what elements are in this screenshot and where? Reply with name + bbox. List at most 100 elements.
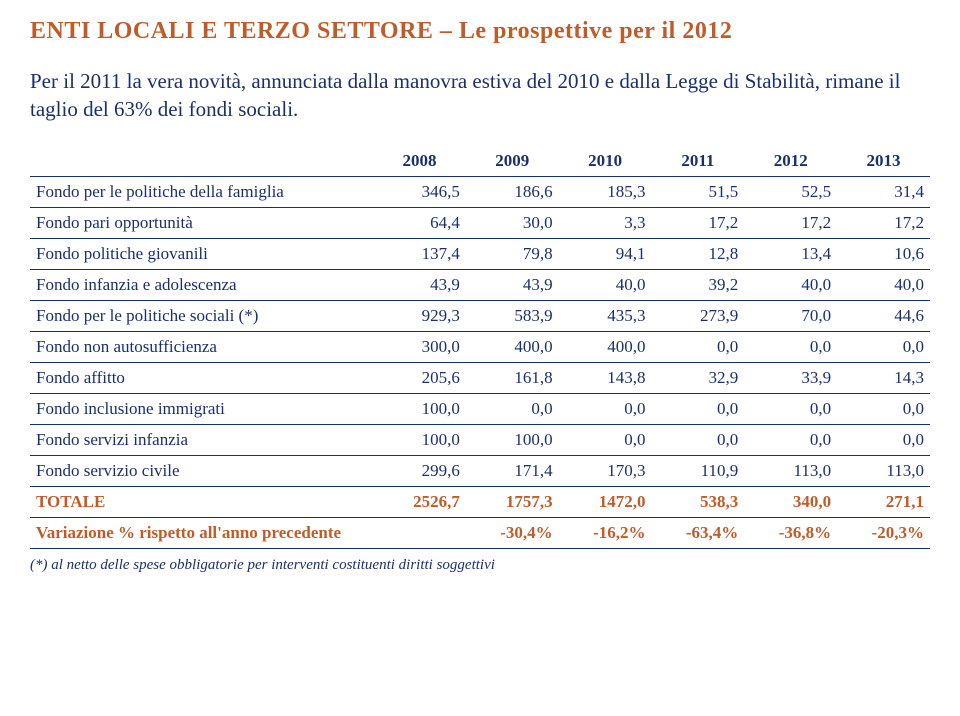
cell: 271,1 — [837, 486, 930, 517]
cell: -16,2% — [559, 517, 652, 548]
cell: 171,4 — [466, 455, 559, 486]
cell: 0,0 — [837, 393, 930, 424]
row-label: Fondo inclusione immigrati — [30, 393, 373, 424]
table-body: Fondo per le politiche della famiglia346… — [30, 176, 930, 548]
cell: 39,2 — [651, 269, 744, 300]
cell: 143,8 — [559, 362, 652, 393]
cell: 300,0 — [373, 331, 466, 362]
row-label: Fondo politiche giovanili — [30, 238, 373, 269]
table-row: Fondo affitto205,6161,8143,832,933,914,3 — [30, 362, 930, 393]
cell: 538,3 — [651, 486, 744, 517]
cell: 52,5 — [744, 176, 837, 207]
cell: 12,8 — [651, 238, 744, 269]
cell: 0,0 — [466, 393, 559, 424]
cell: -30,4% — [466, 517, 559, 548]
table-row: Fondo infanzia e adolescenza43,943,940,0… — [30, 269, 930, 300]
cell: 32,9 — [651, 362, 744, 393]
header-year: 2011 — [651, 146, 744, 177]
table-row: TOTALE2526,71757,31472,0538,3340,0271,1 — [30, 486, 930, 517]
cell: 0,0 — [744, 331, 837, 362]
cell: 0,0 — [837, 424, 930, 455]
cell: 170,3 — [559, 455, 652, 486]
cell: 17,2 — [837, 207, 930, 238]
cell: 299,6 — [373, 455, 466, 486]
cell: 1757,3 — [466, 486, 559, 517]
cell: 100,0 — [373, 393, 466, 424]
header-year: 2008 — [373, 146, 466, 177]
table-row: Variazione % rispetto all'anno precedent… — [30, 517, 930, 548]
cell: 70,0 — [744, 300, 837, 331]
cell: 400,0 — [559, 331, 652, 362]
cell: 0,0 — [559, 424, 652, 455]
cell: 0,0 — [744, 424, 837, 455]
cell: 0,0 — [651, 424, 744, 455]
cell: 186,6 — [466, 176, 559, 207]
intro-paragraph: Per il 2011 la vera novità, annunciata d… — [30, 67, 930, 124]
row-label: Fondo servizio civile — [30, 455, 373, 486]
cell: 340,0 — [744, 486, 837, 517]
cell: 161,8 — [466, 362, 559, 393]
cell: 10,6 — [837, 238, 930, 269]
cell: 2526,7 — [373, 486, 466, 517]
cell: 51,5 — [651, 176, 744, 207]
table-row: Fondo pari opportunità64,430,03,317,217,… — [30, 207, 930, 238]
cell: 137,4 — [373, 238, 466, 269]
table-row: Fondo non autosufficienza300,0400,0400,0… — [30, 331, 930, 362]
funding-table: 2008 2009 2010 2011 2012 2013 Fondo per … — [30, 146, 930, 549]
cell: -20,3% — [837, 517, 930, 548]
cell: 40,0 — [744, 269, 837, 300]
header-year: 2013 — [837, 146, 930, 177]
row-label: TOTALE — [30, 486, 373, 517]
cell: 100,0 — [466, 424, 559, 455]
table-row: Fondo servizio civile299,6171,4170,3110,… — [30, 455, 930, 486]
row-label: Fondo servizi infanzia — [30, 424, 373, 455]
footnote: (*) al netto delle spese obbligatorie pe… — [30, 557, 930, 574]
cell: 13,4 — [744, 238, 837, 269]
table-row: Fondo per le politiche della famiglia346… — [30, 176, 930, 207]
cell: 33,9 — [744, 362, 837, 393]
row-label: Fondo infanzia e adolescenza — [30, 269, 373, 300]
row-label: Fondo affitto — [30, 362, 373, 393]
table-row: Fondo servizi infanzia100,0100,00,00,00,… — [30, 424, 930, 455]
cell: 929,3 — [373, 300, 466, 331]
cell: 0,0 — [559, 393, 652, 424]
cell — [373, 517, 466, 548]
header-blank — [30, 146, 373, 177]
cell: 0,0 — [651, 393, 744, 424]
cell: 346,5 — [373, 176, 466, 207]
cell: 40,0 — [559, 269, 652, 300]
cell: 1472,0 — [559, 486, 652, 517]
cell: 44,6 — [837, 300, 930, 331]
cell: 185,3 — [559, 176, 652, 207]
cell: 0,0 — [651, 331, 744, 362]
header-year: 2009 — [466, 146, 559, 177]
cell: 17,2 — [744, 207, 837, 238]
header-year: 2012 — [744, 146, 837, 177]
cell: 40,0 — [837, 269, 930, 300]
table-header-row: 2008 2009 2010 2011 2012 2013 — [30, 146, 930, 177]
table-row: Fondo inclusione immigrati100,00,00,00,0… — [30, 393, 930, 424]
cell: 43,9 — [466, 269, 559, 300]
cell: -36,8% — [744, 517, 837, 548]
cell: 583,9 — [466, 300, 559, 331]
header-year: 2010 — [559, 146, 652, 177]
row-label: Fondo per le politiche della famiglia — [30, 176, 373, 207]
cell: 94,1 — [559, 238, 652, 269]
cell: 64,4 — [373, 207, 466, 238]
cell: 79,8 — [466, 238, 559, 269]
cell: 205,6 — [373, 362, 466, 393]
cell: 31,4 — [837, 176, 930, 207]
row-label: Variazione % rispetto all'anno precedent… — [30, 517, 373, 548]
table-row: Fondo politiche giovanili137,479,894,112… — [30, 238, 930, 269]
cell: 113,0 — [744, 455, 837, 486]
cell: 273,9 — [651, 300, 744, 331]
cell: 17,2 — [651, 207, 744, 238]
cell: 110,9 — [651, 455, 744, 486]
cell: 0,0 — [744, 393, 837, 424]
cell: 113,0 — [837, 455, 930, 486]
cell: 100,0 — [373, 424, 466, 455]
table-row: Fondo per le politiche sociali (*)929,35… — [30, 300, 930, 331]
cell: 30,0 — [466, 207, 559, 238]
cell: -63,4% — [651, 517, 744, 548]
cell: 400,0 — [466, 331, 559, 362]
